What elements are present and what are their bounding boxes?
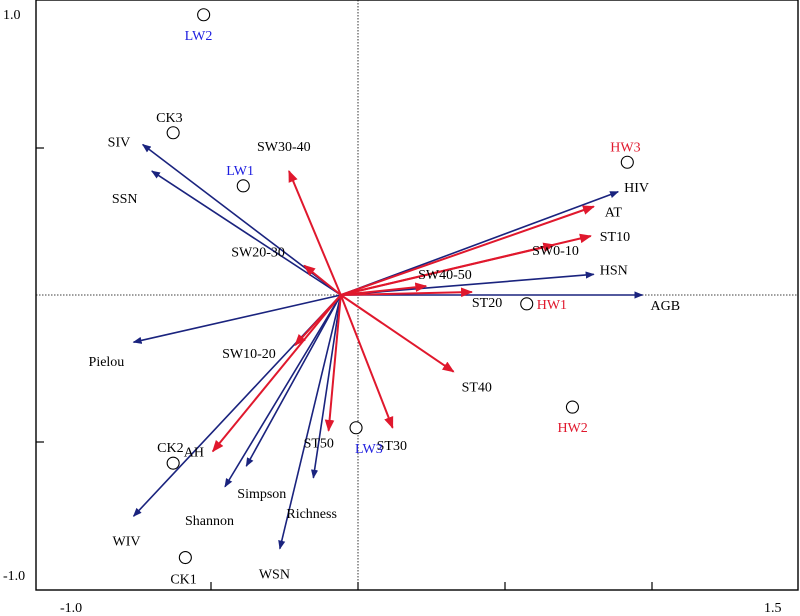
sample-label-lw1: LW1 bbox=[226, 164, 254, 179]
vector-arrow-sw20-30 bbox=[303, 264, 342, 296]
sample-point-lw3 bbox=[349, 421, 363, 435]
vector-arrow-wsn bbox=[278, 294, 342, 550]
sample-point-lw1 bbox=[236, 179, 250, 193]
sample-label-lw3: LW3 bbox=[355, 442, 383, 457]
sample-point-hw1 bbox=[520, 297, 534, 311]
vector-label-pielou: Pielou bbox=[89, 355, 125, 370]
vector-arrow-sw0-10 bbox=[340, 242, 556, 296]
vector-label-shannon: Shannon bbox=[185, 514, 234, 529]
vector-arrow-st30 bbox=[339, 294, 394, 429]
sample-point-ck1 bbox=[178, 550, 192, 565]
sample-label-hw2: HW2 bbox=[557, 421, 587, 436]
vector-label-hsn: HSN bbox=[600, 263, 628, 278]
vector-arrow-pielou bbox=[132, 294, 341, 344]
vector-label-sw0-10: SW0-10 bbox=[532, 244, 579, 259]
vector-label-sw30-40: SW30-40 bbox=[257, 140, 311, 155]
vector-label-ssn: SSN bbox=[112, 192, 138, 207]
vector-label-st50: ST50 bbox=[304, 437, 334, 452]
sample-point-hw3 bbox=[620, 155, 634, 169]
vector-arrow-st50 bbox=[324, 294, 342, 432]
vector-label-wsn: WSN bbox=[259, 568, 290, 583]
vector-label-st40: ST40 bbox=[462, 381, 492, 396]
vector-label-at: AT bbox=[605, 206, 623, 221]
vector-label-simpson: Simpson bbox=[237, 487, 286, 502]
vector-arrow-richness bbox=[311, 294, 342, 479]
sample-point-lw2 bbox=[197, 8, 211, 22]
sample-label-ck2: CK2 bbox=[157, 441, 183, 456]
sample-point-ck3 bbox=[166, 126, 180, 140]
y-axis-ticks bbox=[36, 147, 44, 443]
vector-arrow-ah bbox=[212, 294, 342, 453]
vector-label-agb: AGB bbox=[651, 299, 681, 314]
vector-label-sw20-30: SW20-30 bbox=[231, 246, 285, 261]
vector-label-hiv: HIV bbox=[624, 181, 649, 196]
vector-label-st20: ST20 bbox=[472, 296, 502, 311]
vector-label-sw10-20: SW10-20 bbox=[222, 347, 276, 362]
vector-label-st10: ST10 bbox=[600, 230, 630, 245]
sample-label-lw2: LW2 bbox=[185, 29, 213, 44]
sample-point-hw2 bbox=[565, 400, 579, 414]
vector-arrow-simpson bbox=[245, 294, 342, 467]
vector-arrow-shannon bbox=[224, 294, 342, 488]
vector-label-richness: Richness bbox=[286, 507, 337, 522]
vector-arrow-sw40-50 bbox=[340, 282, 428, 296]
sample-label-hw1: HW1 bbox=[537, 298, 567, 313]
samples-layer: LW2 CK3 LW1 HW3 HW1 HW2 LW3 CK2 CK1 bbox=[156, 8, 641, 588]
vector-arrow-st40 bbox=[340, 294, 455, 373]
vectors-layer bbox=[132, 143, 644, 550]
sample-label-ck1: CK1 bbox=[170, 573, 196, 588]
vector-arrow-sw30-40 bbox=[288, 169, 342, 296]
sample-label-hw3: HW3 bbox=[610, 140, 640, 155]
x-tick-label-left: -1.0 bbox=[60, 601, 82, 616]
x-tick-label-right: 1.5 bbox=[764, 601, 782, 616]
vector-label-siv: SIV bbox=[108, 136, 131, 151]
vector-label-sw40-50: SW40-50 bbox=[418, 268, 472, 283]
vector-arrow-at bbox=[340, 205, 595, 296]
sample-label-ck3: CK3 bbox=[156, 111, 182, 126]
y-tick-label-top: 1.0 bbox=[3, 8, 21, 23]
y-tick-label-bottom: -1.0 bbox=[3, 569, 25, 584]
vector-label-st30: ST30 bbox=[377, 439, 407, 454]
vector-arrow-st20 bbox=[340, 287, 474, 298]
vector-label-wiv: WIV bbox=[113, 534, 141, 549]
x-axis-ticks bbox=[210, 582, 653, 590]
vector-label-ah: AH bbox=[184, 445, 204, 460]
sample-point-ck2 bbox=[166, 456, 180, 470]
